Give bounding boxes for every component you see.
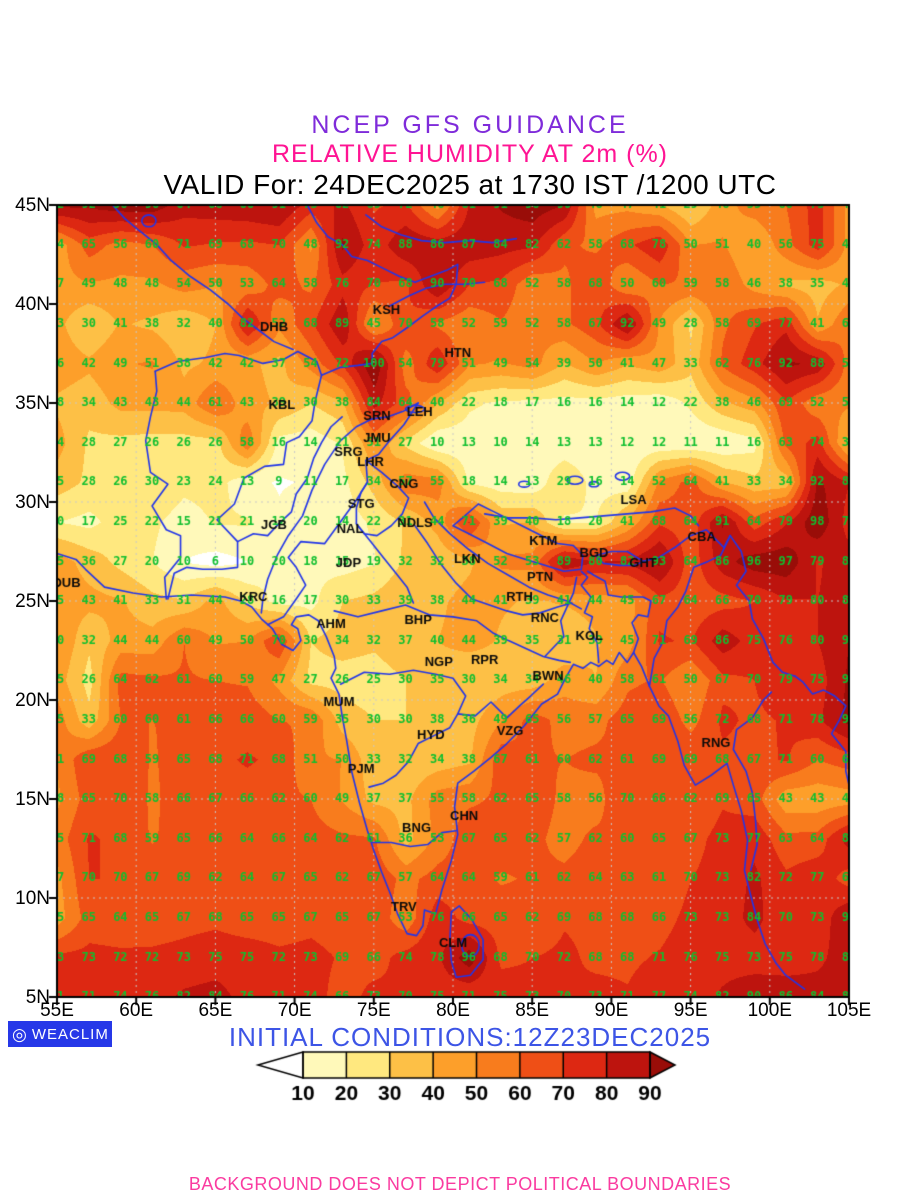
lat-axis-label: 20N xyxy=(15,690,50,711)
disclaimer-text: BACKGROUND DOES NOT DEPICT POLITICAL BOU… xyxy=(188,1174,732,1194)
lon-axis-label: 55E xyxy=(40,1000,74,1021)
weaclim-logo-icon: ◎ xyxy=(12,1024,28,1044)
lat-axis-label: 10N xyxy=(15,888,50,909)
lon-axis-label: 105E xyxy=(826,1000,872,1021)
lon-axis-label: 60E xyxy=(119,1000,154,1021)
lon-axis-label: 95E xyxy=(673,1000,708,1021)
page-title: NCEP GFS GUIDANCE xyxy=(311,111,629,139)
colorbar xyxy=(240,1048,710,1104)
lat-axis-label: 25N xyxy=(15,591,50,612)
weaclim-logo: ◎ WEACLIM xyxy=(8,1021,112,1047)
lon-axis-label: 70E xyxy=(277,1000,312,1021)
chart-subtitle: RELATIVE HUMIDITY AT 2m (%) xyxy=(271,140,669,169)
lon-axis-label: 100E xyxy=(747,1000,792,1021)
lat-axis-label: 30N xyxy=(15,492,50,513)
lat-axis-label: 15N xyxy=(15,789,50,810)
lat-axis-label: 45N xyxy=(15,195,50,216)
weaclim-logo-text: WEACLIM xyxy=(31,1025,109,1043)
lon-axis-label: 75E xyxy=(356,1000,391,1021)
lat-axis-label: 5N xyxy=(25,987,50,1008)
lon-axis-label: 65E xyxy=(198,1000,233,1021)
lon-axis-label: 80E xyxy=(436,1000,470,1021)
lon-axis-label: 90E xyxy=(594,1000,629,1021)
lat-axis-label: 40N xyxy=(15,294,50,315)
humidity-map-canvas xyxy=(27,185,879,1025)
lat-axis-label: 35N xyxy=(15,393,50,414)
initial-conditions-text: INITIAL CONDITIONS:12Z23DEC2025 xyxy=(228,1022,712,1052)
lon-axis-label: 85E xyxy=(515,1000,550,1021)
